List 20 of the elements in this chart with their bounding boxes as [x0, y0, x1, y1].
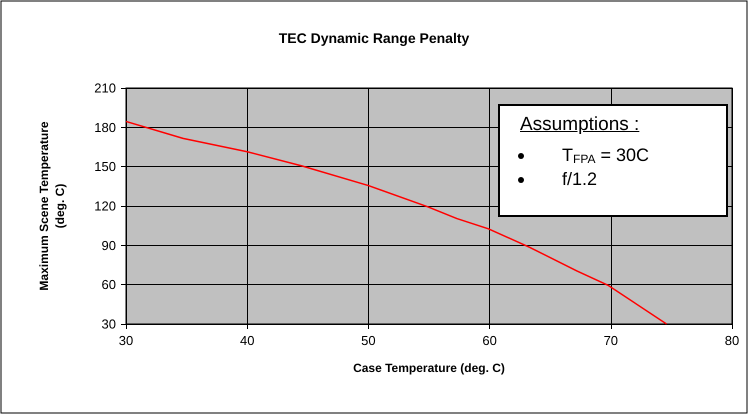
x-tick-label: 60	[482, 333, 497, 348]
y-tick-label: 120	[94, 198, 116, 214]
chart-title: TEC Dynamic Range Penalty	[278, 30, 470, 46]
annotation: T$_{FPA}$ = 30C	[562, 145, 649, 166]
y-tick-label: 90	[102, 238, 116, 253]
x-tick-label: 40	[240, 333, 254, 348]
x-tick-label: 80	[724, 333, 740, 348]
x-tick-label: 50	[361, 333, 376, 348]
y-tick-label: 30	[102, 316, 116, 332]
annotation: f/1.2	[562, 169, 598, 189]
annotation: Assumptions :	[520, 114, 640, 135]
x-axis-title: Case Temperature (deg. C)	[353, 361, 505, 375]
y-tick-label: 180	[94, 120, 116, 135]
y-tick-label: 60	[102, 277, 116, 292]
y-tick-label: 210	[94, 80, 116, 96]
x-tick-label: 30	[118, 333, 134, 348]
text-box: Assumptions : T$_{FPA}$ = 30C f/1.2	[498, 104, 728, 217]
y-tick-label: 150	[94, 159, 116, 174]
y-axis-title: Maximum Scene Temperature (deg. C)	[37, 121, 67, 291]
x-tick-label: 70	[604, 333, 618, 348]
